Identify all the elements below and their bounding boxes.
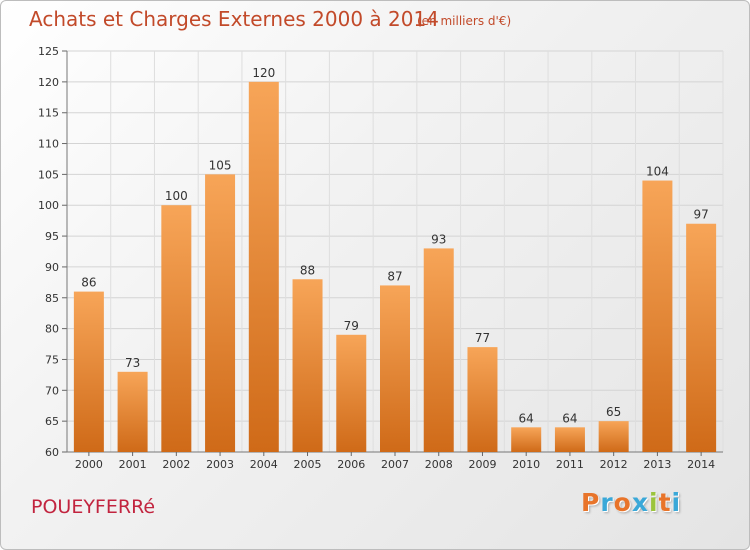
x-tick-label: 2006 [337, 458, 365, 471]
data-label: 73 [125, 356, 140, 370]
y-tick-label: 100 [38, 199, 59, 212]
data-label: 97 [693, 208, 708, 222]
x-tick-label: 2008 [425, 458, 453, 471]
data-label: 104 [646, 165, 669, 179]
x-tick-label: 2004 [250, 458, 278, 471]
x-tick-label: 2011 [556, 458, 584, 471]
y-tick-label: 105 [38, 168, 59, 181]
bar-2010 [511, 427, 542, 452]
bar-2003 [205, 174, 236, 452]
data-label: 88 [300, 263, 315, 277]
x-tick-label: 2007 [381, 458, 409, 471]
bar-2008 [423, 248, 454, 452]
x-tick-label: 2001 [119, 458, 147, 471]
y-tick-label: 75 [45, 353, 59, 366]
x-tick-label: 2003 [206, 458, 234, 471]
data-label: 77 [475, 331, 490, 345]
data-label: 64 [519, 411, 534, 425]
y-tick-label: 120 [38, 76, 59, 89]
x-tick-label: 2000 [75, 458, 103, 471]
y-tick-label: 80 [45, 323, 59, 336]
place-name: POUEYFERRé [31, 496, 156, 518]
data-label: 93 [431, 232, 446, 246]
bar-2002 [161, 205, 192, 452]
logo-letter: r [600, 488, 614, 517]
bar-2011 [554, 427, 585, 452]
x-tick-label: 2013 [643, 458, 671, 471]
bar-2009 [467, 347, 498, 452]
data-label: 120 [252, 66, 275, 80]
y-tick-label: 90 [45, 261, 59, 274]
logo-letter: t [658, 488, 672, 517]
logo-letter: i [649, 488, 659, 517]
bar-2012 [598, 421, 629, 452]
logo-letter: x [631, 488, 649, 517]
y-tick-label: 115 [38, 107, 59, 120]
logo-letter: o [613, 488, 632, 517]
data-label: 86 [81, 276, 96, 290]
y-tick-label: 85 [45, 292, 59, 305]
bar-2001 [117, 371, 148, 452]
data-label: 105 [209, 158, 232, 172]
y-tick-label: 95 [45, 230, 59, 243]
bar-2014 [686, 223, 717, 452]
x-tick-label: 2012 [600, 458, 628, 471]
x-tick-label: 2009 [468, 458, 496, 471]
chart-title: Achats et Charges Externes 2000 à 2014 [29, 7, 439, 31]
y-tick-label: 125 [38, 45, 59, 58]
data-label: 100 [165, 189, 188, 203]
bar-2000 [73, 291, 104, 452]
logo-letter: i [671, 488, 682, 517]
y-tick-label: 70 [45, 384, 59, 397]
x-tick-label: 2005 [294, 458, 322, 471]
y-tick-label: 110 [38, 138, 59, 151]
data-labels: 86 73 100 105 120 88 79 87 93 77 64 64 65 104 97 [81, 66, 709, 425]
data-label: 65 [606, 405, 621, 419]
x-tick-label: 2002 [162, 458, 190, 471]
proxiti-logo: Proxiti [581, 488, 681, 517]
x-tick-label: 2014 [687, 458, 715, 471]
y-tick-label: 65 [45, 415, 59, 428]
axes: 60 65 70 75 80 85 90 95 100 105 110 115 120 125 2000 20… [38, 45, 723, 471]
data-label: 87 [387, 269, 402, 283]
bar-2013 [642, 180, 673, 453]
bar-2004 [248, 81, 279, 452]
bar-2005 [292, 279, 323, 452]
data-label: 79 [344, 319, 359, 333]
logo-letter: P [581, 488, 601, 517]
chart-subtitle: (en milliers d'€) [417, 14, 512, 28]
x-tick-label: 2010 [512, 458, 540, 471]
bar-2007 [380, 285, 410, 452]
y-tick-label: 60 [45, 446, 59, 459]
bar-2006 [336, 334, 367, 452]
bars [73, 81, 717, 453]
data-label: 64 [562, 411, 577, 425]
